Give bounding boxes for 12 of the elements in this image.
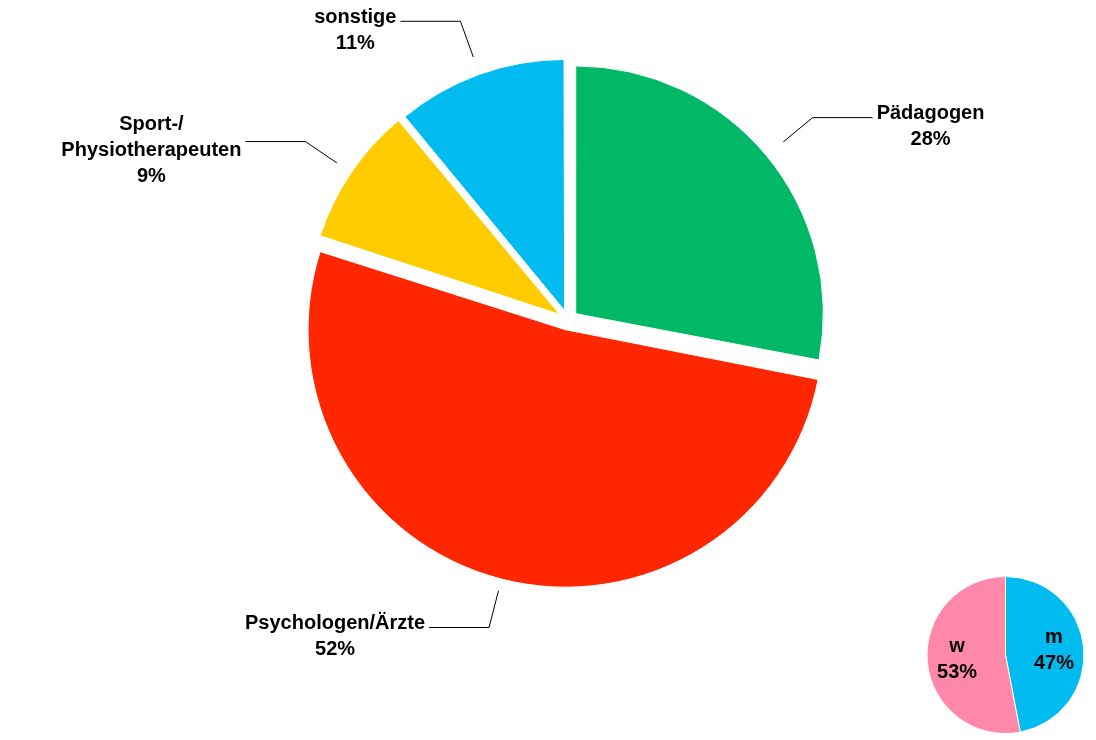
data-label: 11%	[335, 30, 376, 53]
slice-label: Psychologen/Ärzte	[245, 611, 426, 634]
slice-label: Sport-/ Physiotherapeuten	[61, 112, 242, 161]
data-label: 47%	[1033, 650, 1075, 673]
data-label: 9%	[136, 164, 167, 187]
slice-label: sonstige	[314, 4, 397, 27]
data-label: 52%	[315, 637, 356, 660]
data-label: 53%	[937, 660, 978, 683]
slice-label: m	[1045, 624, 1063, 647]
data-label: 28%	[910, 127, 951, 150]
slice-label: Pädagogen	[876, 101, 985, 124]
slice-label: w	[948, 634, 966, 657]
